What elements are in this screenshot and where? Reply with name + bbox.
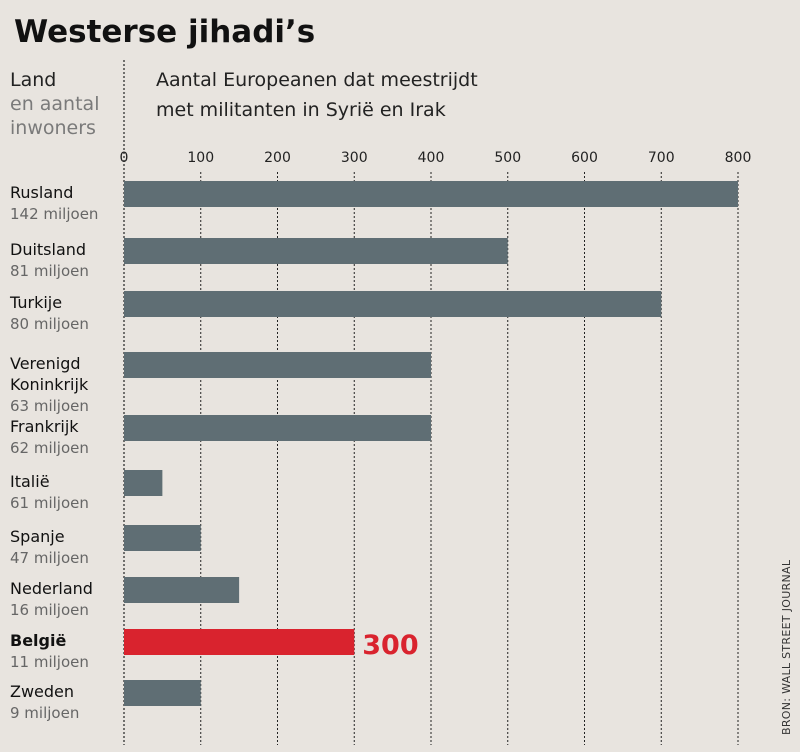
source-note: BRON: WALL STREET JOURNAL	[780, 559, 793, 735]
bar	[124, 629, 355, 655]
x-axis-label-line-1: Aantal Europeanen dat meestrijdt	[156, 69, 478, 91]
bar	[124, 291, 662, 317]
population-label: 61 miljoen	[10, 494, 89, 512]
x-tick-label: 800	[725, 150, 752, 166]
bar	[124, 181, 738, 207]
bar	[124, 525, 201, 551]
x-tick-label: 200	[264, 150, 291, 166]
chart-title: Westerse jihadi’s	[14, 14, 315, 50]
x-tick-label: 100	[187, 150, 214, 166]
y-axis-label-line-3: inwoners	[10, 117, 96, 139]
x-tick-label: 600	[571, 150, 598, 166]
category-label: Koninkrijk	[10, 375, 89, 394]
population-label: 62 miljoen	[10, 439, 89, 457]
bar	[124, 415, 431, 441]
x-tick-label: 500	[494, 150, 521, 166]
category-label: Zweden	[10, 682, 74, 701]
category-label: Duitsland	[10, 240, 86, 259]
bar	[124, 352, 431, 378]
population-label: 9 miljoen	[10, 704, 79, 722]
bar	[124, 238, 508, 264]
category-label: Turkije	[9, 293, 62, 312]
category-label: Nederland	[10, 579, 93, 598]
category-label: Italië	[10, 472, 50, 491]
category-label: Rusland	[10, 183, 73, 202]
y-axis-label-line-1: Land	[10, 69, 56, 91]
population-label: 142 miljoen	[10, 205, 98, 223]
x-tick-label: 400	[418, 150, 445, 166]
category-label: Verenigd	[10, 354, 81, 373]
population-label: 81 miljoen	[10, 262, 89, 280]
category-label: Frankrijk	[10, 417, 79, 436]
category-label: België	[10, 631, 66, 650]
population-label: 63 miljoen	[10, 397, 89, 415]
bar	[124, 577, 240, 603]
category-label: Spanje	[10, 527, 65, 546]
population-label: 11 miljoen	[10, 653, 89, 671]
x-tick-label: 0	[120, 150, 129, 166]
bar	[124, 470, 163, 496]
x-tick-label: 300	[341, 150, 368, 166]
bar	[124, 680, 201, 706]
population-label: 47 miljoen	[10, 549, 89, 567]
x-tick-label: 700	[648, 150, 675, 166]
x-axis-label-line-2: met militanten in Syrië en Irak	[156, 99, 446, 121]
population-label: 16 miljoen	[10, 601, 89, 619]
y-axis-label-line-2: en aantal	[10, 93, 99, 115]
data-label: 300	[362, 630, 418, 661]
population-label: 80 miljoen	[10, 315, 89, 333]
